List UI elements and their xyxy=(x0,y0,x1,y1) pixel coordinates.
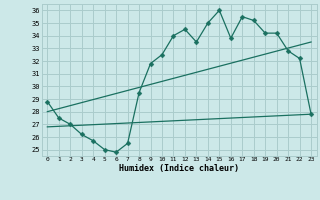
X-axis label: Humidex (Indice chaleur): Humidex (Indice chaleur) xyxy=(119,164,239,173)
